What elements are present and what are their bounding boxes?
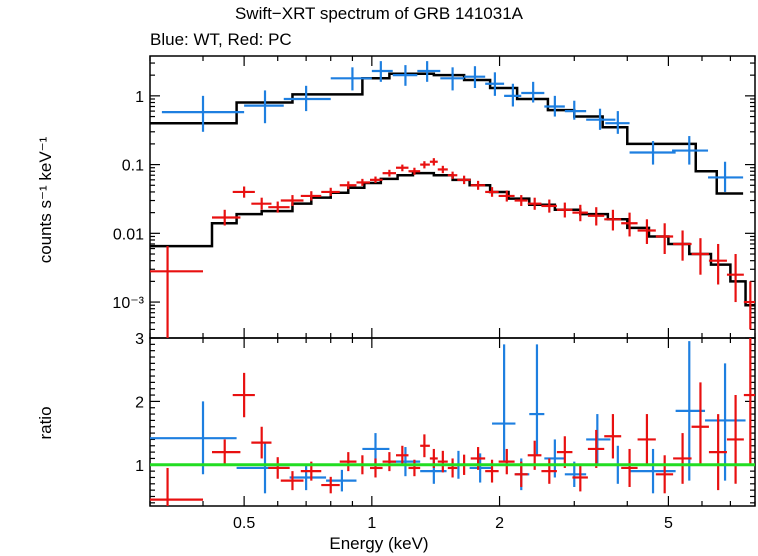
- x-tick-label: 1: [367, 515, 376, 532]
- model-line-1: [150, 171, 755, 307]
- spectrum-y-tick-label: 10⁻³: [112, 295, 144, 312]
- spectrum-y-tick-label: 1: [135, 89, 144, 106]
- x-axis-label: Energy (keV): [329, 534, 429, 553]
- x-tick-label: 0.5: [233, 515, 255, 532]
- x-tick-label: 2: [495, 515, 504, 532]
- ratio-y-tick-label: 3: [135, 331, 144, 348]
- spectrum-frame: [149, 55, 756, 339]
- chart-title: Swift−XRT spectrum of GRB 141031A: [234, 4, 524, 23]
- ratio-y-tick-label: 2: [135, 394, 144, 411]
- model-line-0: [150, 72, 744, 195]
- spectrum-y-tick-label: 0.01: [113, 226, 144, 243]
- x-tick-label: 5: [664, 515, 673, 532]
- ratio-y-tick-label: 1: [135, 458, 144, 475]
- ratio-frame: [149, 337, 756, 507]
- chart-subtitle: Blue: WT, Red: PC: [150, 30, 292, 49]
- spectrum-y-tick-label: 0.1: [122, 158, 144, 175]
